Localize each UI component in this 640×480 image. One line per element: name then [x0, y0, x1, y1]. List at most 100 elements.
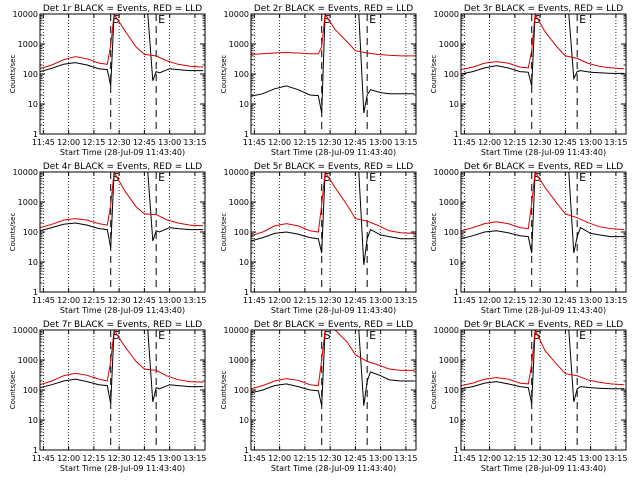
- x-axis-label: Start Time (28-Jul-09 11:43:40): [271, 148, 396, 157]
- y-tick-label: 100: [444, 228, 459, 237]
- x-tick-label: 12:30: [108, 138, 131, 147]
- x-tick-label: 13:00: [369, 454, 392, 463]
- marker-label-e: E: [579, 13, 586, 26]
- marker-label-s: S: [534, 171, 541, 184]
- x-tick-label: 12:00: [268, 296, 291, 305]
- y-axis-label: Counts/sec: [220, 371, 228, 410]
- y-tick-label: 10: [28, 258, 38, 267]
- series-line-lld: [40, 14, 204, 70]
- y-tick-label: 1: [33, 288, 38, 297]
- x-tick-label: 13:15: [394, 296, 417, 305]
- x-tick-label: 12:45: [554, 454, 577, 463]
- marker-label-s: S: [324, 171, 331, 184]
- y-tick-label: 1: [33, 446, 38, 455]
- y-tick-label: 10: [449, 258, 459, 267]
- y-tick-label: 10000: [224, 10, 249, 19]
- series-line-events: [40, 172, 204, 248]
- x-tick-label: 11:45: [243, 138, 266, 147]
- marker-label-e: E: [369, 13, 376, 26]
- x-axis-label: Start Time (28-Jul-09 11:43:40): [481, 306, 606, 315]
- marker-label-e: E: [158, 171, 165, 184]
- plot-frame: [250, 329, 417, 451]
- y-tick-label: 1: [454, 130, 459, 139]
- series-line-lld: [461, 330, 625, 387]
- y-axis-label: Counts/sec: [430, 371, 438, 410]
- x-tick-label: 12:30: [319, 296, 342, 305]
- series-line-events: [461, 330, 625, 404]
- chart-title: Det 2r BLACK = Events, RED = LLD: [254, 4, 413, 14]
- chart-title: Det 5r BLACK = Events, RED = LLD: [254, 162, 413, 172]
- x-tick-label: 12:30: [108, 296, 131, 305]
- series-line-lld: [251, 330, 415, 390]
- y-tick-label: 10: [28, 100, 38, 109]
- y-axis-label: Counts/sec: [9, 213, 17, 252]
- chart-panel-1: S E 1 10 100 1000 10000 11:45 12:00 12:15 12:30 12:…: [9, 4, 206, 157]
- series-line-lld: [461, 172, 625, 232]
- series-line-events: [251, 14, 415, 114]
- y-axis-label: Counts/sec: [430, 213, 438, 252]
- marker-label-s: S: [534, 13, 541, 26]
- x-axis-label: Start Time (28-Jul-09 11:43:40): [481, 464, 606, 473]
- y-axis-label: Counts/sec: [220, 213, 228, 252]
- y-tick-label: 10: [239, 258, 249, 267]
- marker-label-s: S: [113, 329, 120, 342]
- x-tick-label: 12:45: [133, 296, 156, 305]
- plot-frame: [460, 13, 627, 135]
- y-tick-label: 10000: [434, 10, 459, 19]
- chart-panel-4: S E 1 10 100 1000 10000 11:45 12:00 12:15 12:30 12:…: [9, 162, 206, 315]
- y-tick-label: 10: [449, 100, 459, 109]
- y-tick-label: 1000: [229, 198, 249, 207]
- series-line-lld: [461, 14, 625, 71]
- x-tick-label: 12:30: [529, 454, 552, 463]
- marker-label-e: E: [158, 13, 165, 26]
- x-axis-label: Start Time (28-Jul-09 11:43:40): [271, 306, 396, 315]
- x-tick-label: 12:00: [478, 296, 501, 305]
- x-tick-label: 11:45: [453, 138, 476, 147]
- x-tick-label: 11:45: [32, 454, 55, 463]
- y-tick-label: 100: [234, 386, 249, 395]
- y-axis-label: Counts/sec: [9, 55, 17, 94]
- y-tick-label: 10: [239, 416, 249, 425]
- y-tick-label: 1000: [439, 198, 459, 207]
- x-tick-label: 11:45: [453, 296, 476, 305]
- y-tick-label: 1000: [18, 40, 38, 49]
- x-tick-label: 12:00: [57, 138, 80, 147]
- x-tick-label: 13:15: [183, 296, 206, 305]
- x-tick-label: 13:15: [183, 454, 206, 463]
- marker-label-e: E: [369, 171, 376, 184]
- x-tick-label: 12:15: [82, 138, 105, 147]
- series-line-events: [251, 172, 415, 265]
- plot-frame: [250, 13, 417, 135]
- x-axis-label: Start Time (28-Jul-09 11:43:40): [481, 148, 606, 157]
- series-line-events: [461, 172, 625, 254]
- x-tick-label: 13:00: [579, 454, 602, 463]
- y-tick-label: 10000: [224, 326, 249, 335]
- y-tick-label: 100: [23, 228, 38, 237]
- x-tick-label: 12:15: [82, 296, 105, 305]
- plot-frame: [39, 329, 206, 451]
- series-line-events: [461, 14, 625, 87]
- chart-title: Det 9r BLACK = Events, RED = LLD: [464, 320, 623, 330]
- x-tick-label: 12:30: [108, 454, 131, 463]
- x-tick-label: 13:00: [579, 138, 602, 147]
- y-tick-label: 10000: [13, 10, 38, 19]
- y-tick-label: 100: [444, 386, 459, 395]
- y-tick-label: 100: [234, 228, 249, 237]
- plot-frame: [39, 13, 206, 135]
- chart-panel-3: S E 1 10 100 1000 10000 11:45 12:00 12:15 12:30 12:…: [430, 4, 627, 157]
- y-tick-label: 1: [244, 446, 249, 455]
- x-tick-label: 12:45: [344, 296, 367, 305]
- y-tick-label: 1000: [18, 198, 38, 207]
- x-tick-label: 12:15: [293, 296, 316, 305]
- chart-title: Det 4r BLACK = Events, RED = LLD: [43, 162, 202, 172]
- y-tick-label: 10: [28, 416, 38, 425]
- series-line-lld: [251, 172, 415, 237]
- marker-label-s: S: [324, 329, 331, 342]
- series-line-events: [40, 14, 204, 87]
- y-tick-label: 1000: [229, 356, 249, 365]
- x-tick-label: 12:45: [133, 454, 156, 463]
- y-tick-label: 100: [234, 70, 249, 79]
- chart-panel-2: S E 1 10 100 1000 10000 11:45 12:00 12:15 12:30 12:…: [220, 4, 417, 157]
